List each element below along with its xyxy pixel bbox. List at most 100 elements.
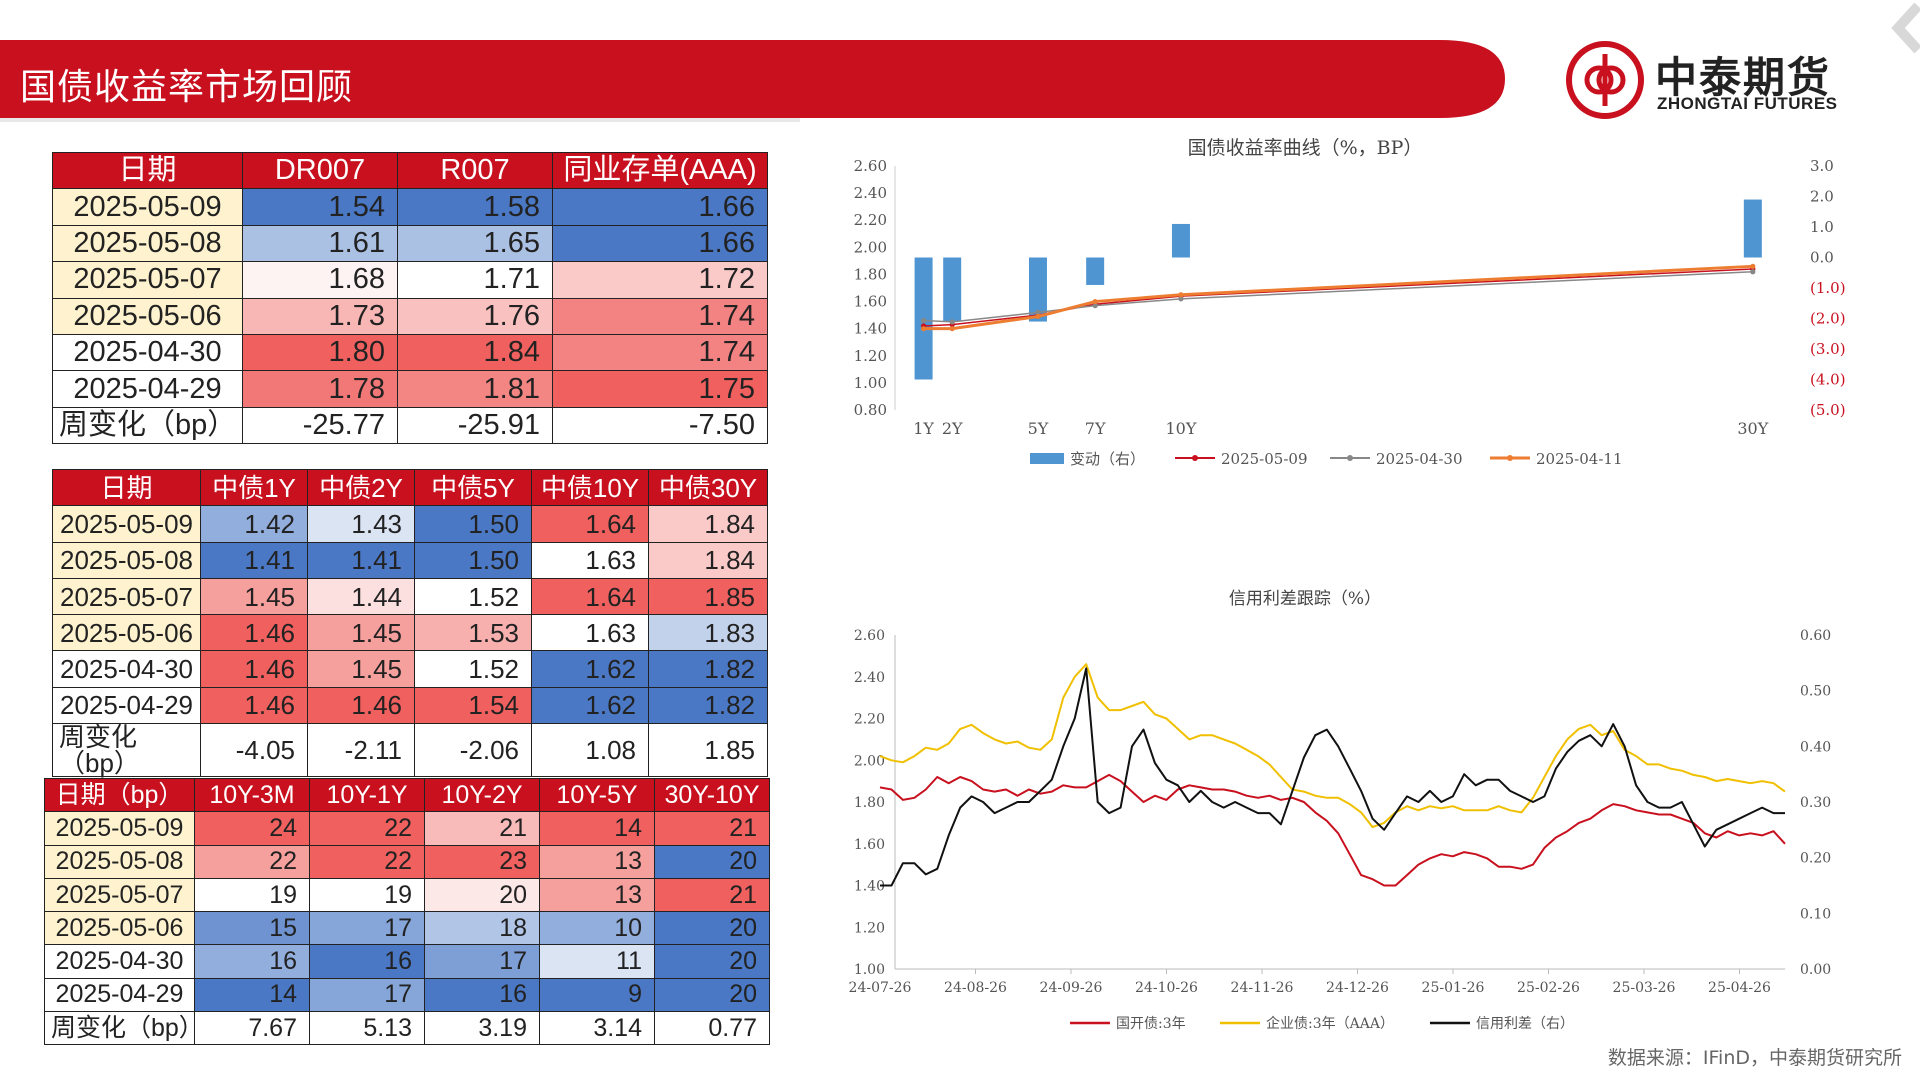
- change-bar: [943, 257, 962, 322]
- source-note: 数据来源：IFinD，中泰期货研究所: [1607, 1047, 1902, 1069]
- table-row: 2025-04-30 16 16 17 11 20: [44, 944, 770, 979]
- table-cell: 1.71: [397, 261, 553, 299]
- x-tick-label: 1Y: [913, 419, 934, 438]
- row-date: 2025-05-06: [52, 297, 243, 335]
- table-cell: 1.78: [242, 370, 398, 408]
- table-cell: 1.54: [414, 686, 532, 725]
- change-row: 周变化（bp） -25.77 -25.91 -7.50: [52, 406, 768, 445]
- y2-tick-label: (3.0): [1810, 340, 1846, 358]
- table-cell: 16: [194, 944, 310, 979]
- table-cell: 1.45: [200, 577, 308, 616]
- series-point: [1750, 269, 1756, 275]
- table-cell: 23: [424, 844, 540, 879]
- col-header: R007: [397, 151, 553, 190]
- table-row: 2025-05-06 1.46 1.45 1.53 1.63 1.83: [52, 614, 768, 652]
- funding-rate-table: 日期 DR007 R007 同业存单(AAA) 2025-05-09 1.54 1.…: [52, 151, 768, 445]
- table-header-row: 日期 中债1Y 中债2Y 中债5Y 中债10Y 中债30Y: [52, 468, 768, 507]
- x-tick-label: 25-04-26: [1708, 980, 1771, 996]
- row-date: 2025-04-30: [44, 944, 195, 979]
- table-row: 2025-05-09 1.42 1.43 1.50 1.64 1.84: [52, 505, 768, 543]
- y-tick-label: 1.80: [854, 795, 885, 811]
- bond-yield-table: 日期 中债1Y 中债2Y 中债5Y 中债10Y 中债30Y 2025-05-09…: [52, 468, 768, 778]
- col-header: 日期（bp）: [44, 777, 195, 813]
- table-cell: 20: [654, 844, 770, 879]
- logo-text-en: ZHONGTAI FUTURES: [1657, 94, 1838, 113]
- y2-tick-label: 0.30: [1800, 795, 1831, 811]
- table-row: 2025-05-09 24 22 21 14 21: [44, 811, 770, 846]
- legend-label: 国开债:3年: [1116, 1016, 1186, 1032]
- table-cell: 22: [309, 844, 425, 879]
- banner-shape: [0, 40, 1505, 118]
- table-cell: 17: [424, 944, 540, 979]
- table-cell: 1.46: [200, 614, 308, 652]
- table-cell: 1.42: [200, 505, 308, 543]
- legend-marker: [1192, 455, 1198, 461]
- col-header: 中债5Y: [414, 468, 532, 507]
- series-point: [949, 326, 955, 332]
- y-tick-label: 2.00: [854, 753, 885, 769]
- y-tick-label: 0.80: [854, 401, 887, 419]
- row-date: 2025-05-08: [52, 541, 201, 579]
- row-date: 2025-04-29: [52, 686, 201, 725]
- table-cell: 1.62: [531, 650, 649, 688]
- change-label: 周变化（bp）: [44, 1011, 204, 1046]
- change-cell: -25.77: [242, 406, 398, 445]
- change-cell: -2.11: [307, 723, 415, 778]
- x-tick-label: 25-03-26: [1613, 980, 1676, 996]
- table-cell: 21: [424, 811, 540, 846]
- table-row: 2025-05-07 1.45 1.44 1.52 1.64 1.85: [52, 577, 768, 616]
- table-cell: 21: [654, 877, 770, 913]
- table-cell: 19: [309, 877, 425, 913]
- legend-label: 2025-04-11: [1536, 450, 1622, 468]
- y2-tick-label: 2.0: [1810, 188, 1834, 206]
- change-cell: -4.05: [200, 723, 308, 778]
- y2-tick-label: 0.50: [1800, 684, 1831, 700]
- series-line: [880, 667, 1785, 887]
- table-cell: 20: [424, 877, 540, 913]
- table-cell: 1.80: [242, 333, 398, 372]
- row-date: 2025-05-09: [52, 188, 243, 226]
- page-title: 国债收益率市场回顾: [20, 67, 354, 108]
- row-date: 2025-05-06: [52, 614, 201, 652]
- table-cell: 1.44: [307, 577, 415, 616]
- table-row: 2025-04-30 1.80 1.84 1.74: [52, 333, 768, 372]
- table-cell: 1.54: [242, 188, 398, 226]
- change-row: 周变化（bp） 7.67 5.13 3.19 3.14 0.77: [44, 1011, 770, 1046]
- y-tick-label: 1.60: [854, 837, 885, 853]
- table-cell: 17: [309, 911, 425, 946]
- x-tick-label: 2Y: [942, 419, 963, 438]
- legend-marker: [1347, 455, 1353, 461]
- table-cell: 1.50: [414, 505, 532, 543]
- table-cell: 13: [539, 877, 655, 913]
- header-banner: 国债收益率市场回顾: [0, 40, 1505, 118]
- col-header: 10Y-5Y: [539, 777, 655, 813]
- change-cell: -25.91: [397, 406, 553, 445]
- row-date: 2025-05-08: [44, 844, 195, 879]
- x-tick-label: 25-02-26: [1517, 980, 1580, 996]
- row-date: 2025-04-29: [52, 370, 243, 408]
- table-cell: 1.84: [648, 541, 768, 579]
- table-row: 2025-05-06 15 17 18 10 20: [44, 911, 770, 946]
- table-cell: 19: [194, 877, 310, 913]
- table-cell: 1.75: [552, 370, 768, 408]
- change-cell: 3.14: [539, 1011, 655, 1046]
- table-cell: 1.52: [414, 577, 532, 616]
- series-line: [923, 264, 1753, 331]
- logo-text-cn: 中泰期货: [1655, 53, 1832, 102]
- table-cell: 10: [539, 911, 655, 946]
- table-cell: 1.83: [648, 614, 768, 652]
- x-tick-label: 24-10-26: [1135, 980, 1198, 996]
- series-point: [1178, 292, 1184, 298]
- change-cell: 1.08: [531, 723, 649, 778]
- y-tick-label: 1.40: [854, 320, 887, 338]
- y-tick-label: 1.60: [854, 293, 887, 311]
- col-header: 中债1Y: [200, 468, 308, 507]
- banner-divider: [0, 118, 800, 122]
- row-date: 2025-05-09: [52, 505, 201, 543]
- company-logo: 中泰期货 ZHONGTAI FUTURES: [1565, 40, 1865, 120]
- table-cell: 1.66: [552, 188, 768, 226]
- legend-label: 2025-05-09: [1221, 450, 1307, 468]
- change-cell: 7.67: [194, 1011, 310, 1046]
- legend-swatch: [1030, 453, 1064, 464]
- series-point: [1035, 313, 1041, 320]
